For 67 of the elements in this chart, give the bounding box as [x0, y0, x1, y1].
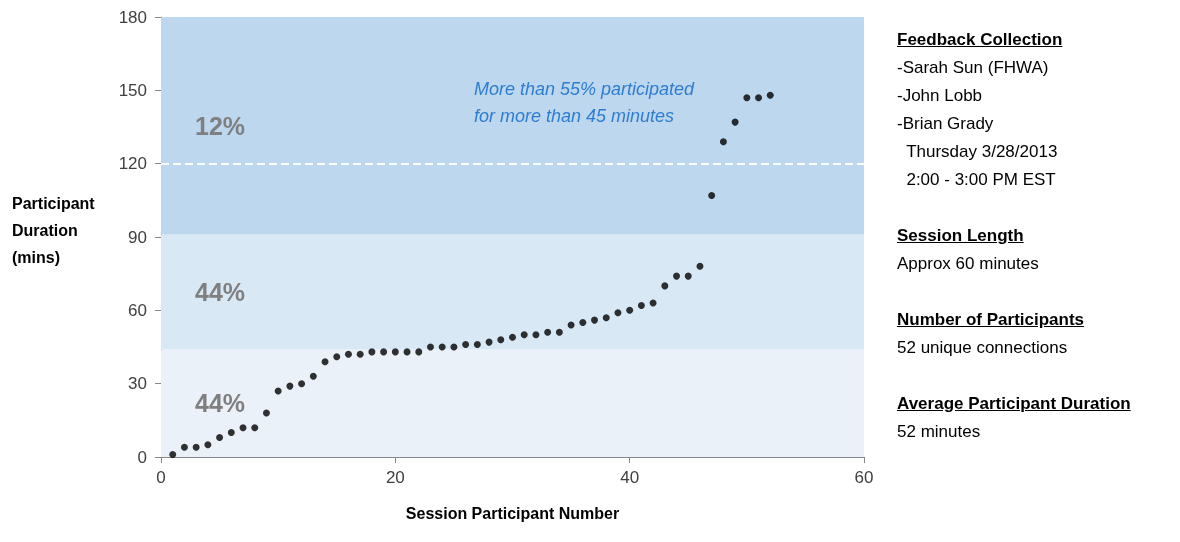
- point: [708, 191, 716, 199]
- point: [509, 333, 516, 341]
- point: [204, 441, 212, 449]
- point: [591, 316, 599, 324]
- point: [555, 328, 563, 336]
- point: [462, 341, 470, 349]
- point: [321, 358, 329, 366]
- point: [426, 343, 434, 351]
- point: [356, 350, 364, 358]
- x-tick-label: 0: [156, 468, 166, 487]
- point: [309, 372, 317, 380]
- point: [497, 336, 505, 344]
- y-axis-title: Participant Duration (mins): [12, 195, 100, 266]
- point: [602, 314, 610, 322]
- point: [298, 380, 306, 388]
- point: [438, 343, 446, 351]
- point: [520, 331, 528, 339]
- x-tick-label: 40: [620, 468, 640, 487]
- band-label: 44%: [195, 278, 246, 306]
- point: [743, 94, 751, 102]
- point: [473, 341, 481, 349]
- point: [696, 262, 704, 270]
- y-tick-label: 0: [137, 447, 147, 467]
- point: [227, 429, 235, 437]
- point: [673, 272, 681, 280]
- x-tick-label: 60: [854, 468, 874, 487]
- text: Feedback Collection -Sarah Sun (FHWA) -John Lobb -Brian Grady Thursday 3/28/2013 2:00 - 3:00 PM EST: [897, 29, 1064, 191]
- point: [368, 348, 376, 356]
- y-tick-label: 180: [118, 7, 147, 27]
- text: Session Length Approx 60 minutes: [897, 225, 1040, 275]
- point: [755, 94, 763, 102]
- point: [391, 348, 399, 356]
- y-tick-label: 120: [118, 154, 147, 174]
- band-label: 12%: [195, 111, 246, 140]
- point: [532, 331, 540, 339]
- point: [626, 306, 634, 314]
- point: [216, 433, 224, 441]
- point: [286, 382, 294, 390]
- y-tick-label: 30: [128, 374, 147, 394]
- point: [579, 319, 587, 327]
- point: [614, 309, 622, 317]
- point: [661, 282, 669, 290]
- point: [192, 443, 200, 451]
- point: [333, 353, 341, 361]
- point: [731, 118, 739, 126]
- y-tick-label: 60: [128, 300, 147, 320]
- point: [169, 451, 177, 459]
- y-tick-label: 150: [118, 80, 147, 100]
- x-axis-title: Session Participant Number: [405, 504, 620, 522]
- point: [415, 348, 423, 356]
- point: [251, 424, 259, 432]
- band-label: 44%: [195, 389, 246, 418]
- point: [262, 409, 270, 417]
- text: Average Participant Duration 52 minutes: [897, 393, 1131, 443]
- y-tick-label: 90: [128, 227, 147, 247]
- point: [344, 350, 352, 358]
- x-tick-label: 20: [385, 468, 405, 487]
- point: [766, 91, 774, 99]
- annotation: More than 55% participated for more than 45 minutes: [474, 78, 700, 126]
- point: [380, 348, 388, 356]
- point: [719, 138, 727, 146]
- text: Number of Participants 52 unique connections: [897, 309, 1086, 359]
- point: [180, 443, 188, 451]
- point: [637, 301, 645, 309]
- point: [544, 328, 552, 336]
- point: [239, 424, 247, 432]
- point: [684, 272, 692, 280]
